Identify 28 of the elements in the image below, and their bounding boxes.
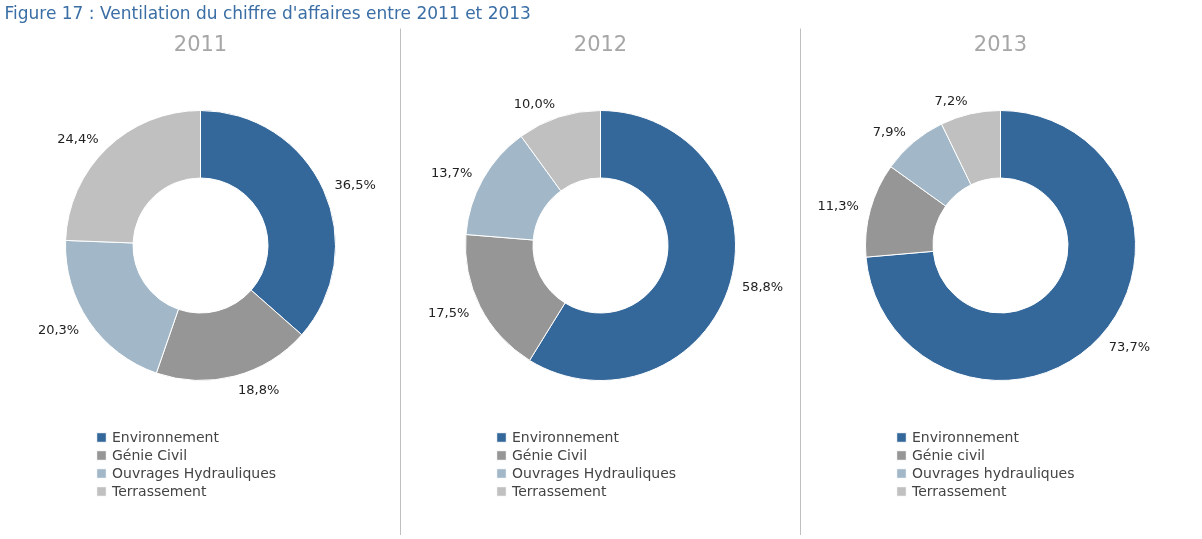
chart-title: 2013 — [973, 31, 1028, 56]
legend-label: Terrassement — [512, 482, 607, 500]
data-label: 17,5% — [428, 305, 470, 321]
legend-label: Terrassement — [912, 482, 1007, 500]
data-label: 24,4% — [57, 130, 99, 146]
caption: Figure 17 : Ventilation du chiffre d'affaires entre 2011 et 2013 — [4, 2, 531, 23]
data-label: 58,8% — [741, 278, 784, 294]
legend-label: Génie Civil — [112, 446, 188, 464]
legend-label: Environnement — [512, 428, 619, 446]
data-label: 36,5% — [334, 176, 376, 192]
legend-label: Ouvrages hydrauliques — [912, 464, 1075, 482]
chart-title: 2012 — [573, 31, 628, 56]
legend-label: Génie Civil — [512, 446, 588, 464]
legend-label: Terrassement — [112, 482, 207, 500]
data-label: 11,3% — [817, 198, 859, 214]
legend-label: Environnement — [912, 428, 1019, 446]
legend-label: Génie civil — [912, 446, 985, 464]
data-label: 18,8% — [237, 382, 280, 398]
data-label: 20,3% — [37, 322, 80, 338]
legend-label: Ouvrages Hydrauliques — [112, 464, 277, 482]
legend-label: Ouvrages Hydrauliques — [512, 464, 677, 482]
data-label: 73,7% — [1108, 338, 1151, 354]
data-label: 7,9% — [872, 124, 906, 140]
data-label: 13,7% — [431, 164, 473, 180]
chart-title: 2011 — [173, 31, 228, 56]
data-label: 7,2% — [934, 92, 968, 108]
legend-label: Environnement — [112, 428, 219, 446]
data-label: 10,0% — [513, 96, 556, 112]
